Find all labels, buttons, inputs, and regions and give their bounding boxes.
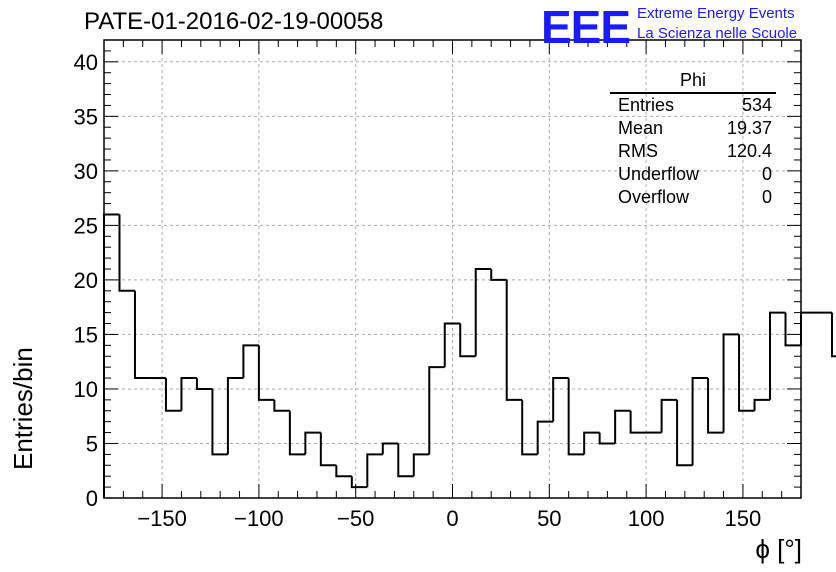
stats-row: Underflow 0 — [610, 163, 776, 186]
logo-line-1: Extreme Energy Events — [637, 5, 795, 22]
chart-title: PATE-01-2016-02-19-00058 — [84, 8, 384, 35]
histogram-bin — [738, 334, 755, 412]
y-tick-label: 0 — [86, 486, 98, 511]
stats-value: 0 — [761, 164, 772, 184]
stats-label: Mean — [618, 118, 664, 138]
stats-box: Phi Entries 534 Mean 19.37 RMS 120.4 Underflow… — [610, 70, 776, 209]
stats-value: 120.4 — [726, 141, 772, 161]
histogram-bin — [381, 442, 399, 455]
histogram-bin — [242, 344, 259, 379]
histogram-bin — [288, 410, 306, 456]
histogram-bin — [319, 432, 337, 467]
histogram-bin — [412, 453, 430, 477]
histogram-bin — [304, 431, 321, 455]
histogram-bin — [769, 311, 786, 400]
histogram-bin — [614, 409, 631, 444]
stats-label: Entries — [618, 95, 675, 115]
x-tick-label: 150 — [725, 506, 762, 531]
histogram-bin — [800, 311, 817, 346]
stats-value: 534 — [741, 95, 772, 115]
stats-value: 0 — [761, 187, 772, 207]
histogram-bin — [474, 268, 492, 357]
y-tick-label: 30 — [74, 159, 98, 184]
histogram-bin — [629, 410, 647, 434]
histogram-bin — [753, 398, 771, 411]
histogram-bin — [459, 323, 476, 358]
logo-caption: Extreme Energy Events La Scienza nelle S… — [637, 4, 797, 44]
histogram-bin — [784, 312, 801, 347]
histogram-bin — [536, 420, 554, 455]
histogram-bin — [133, 290, 151, 380]
x-tick-label: 100 — [628, 506, 665, 531]
stats-row: Mean 19.37 — [610, 117, 776, 140]
x-tick-label: −50 — [337, 506, 374, 531]
y-tick-label: 40 — [74, 50, 98, 75]
x-tick-label: 0 — [446, 506, 458, 531]
stats-box-title: Phi — [610, 70, 776, 94]
histogram-bin — [830, 312, 836, 358]
stats-value: 19.37 — [726, 118, 772, 138]
histogram-bin — [366, 453, 383, 488]
histogram-bin — [676, 399, 693, 467]
y-tick-label: 10 — [74, 377, 98, 402]
stats-row: Entries 534 — [610, 94, 776, 117]
stats-row: RMS 120.4 — [610, 140, 776, 163]
histogram-bin — [335, 465, 352, 478]
histogram-bin — [211, 388, 228, 456]
histogram-bin — [583, 431, 600, 455]
x-tick-label: 50 — [537, 506, 561, 531]
histogram-bin — [428, 366, 445, 455]
histogram-bin — [273, 399, 290, 412]
histogram-bin — [118, 214, 135, 292]
logo-line-2: La Scienza nelle Scuole — [637, 25, 798, 42]
histogram-bin — [707, 378, 724, 434]
histogram-bin — [552, 377, 569, 422]
histogram-bin — [257, 345, 275, 401]
x-axis-label: ϕ [°] — [755, 534, 802, 564]
y-tick-label: 5 — [86, 431, 98, 456]
histogram-bin — [180, 377, 197, 411]
eee-logo: EEE — [541, 1, 631, 53]
y-axis-label: Entries/bin — [8, 347, 38, 470]
x-tick-label: −150 — [137, 506, 187, 531]
histogram-bin — [443, 322, 461, 368]
histogram-bin — [505, 279, 523, 401]
histogram-bin — [397, 443, 414, 478]
x-tick-label: −100 — [234, 506, 284, 531]
histogram-bin — [490, 269, 507, 281]
y-tick-label: 25 — [74, 213, 98, 238]
y-tick-label: 35 — [74, 104, 98, 129]
histogram-bin — [164, 378, 182, 412]
stats-label: Underflow — [618, 164, 700, 184]
histogram-bin — [567, 378, 585, 456]
stats-label: RMS — [618, 141, 658, 161]
y-tick-label: 15 — [74, 322, 98, 347]
histogram-bin — [722, 333, 740, 433]
histogram-bin — [195, 378, 213, 390]
y-tick-label: 20 — [74, 268, 98, 293]
histogram-bin — [598, 432, 616, 445]
histogram-bin — [521, 399, 538, 456]
histogram-bin — [660, 398, 678, 433]
histogram-bin — [350, 476, 368, 489]
stats-label: Overflow — [618, 187, 690, 207]
histogram-bin — [226, 377, 244, 455]
histogram-bin — [691, 377, 709, 466]
stats-row: Overflow 0 — [610, 186, 776, 209]
